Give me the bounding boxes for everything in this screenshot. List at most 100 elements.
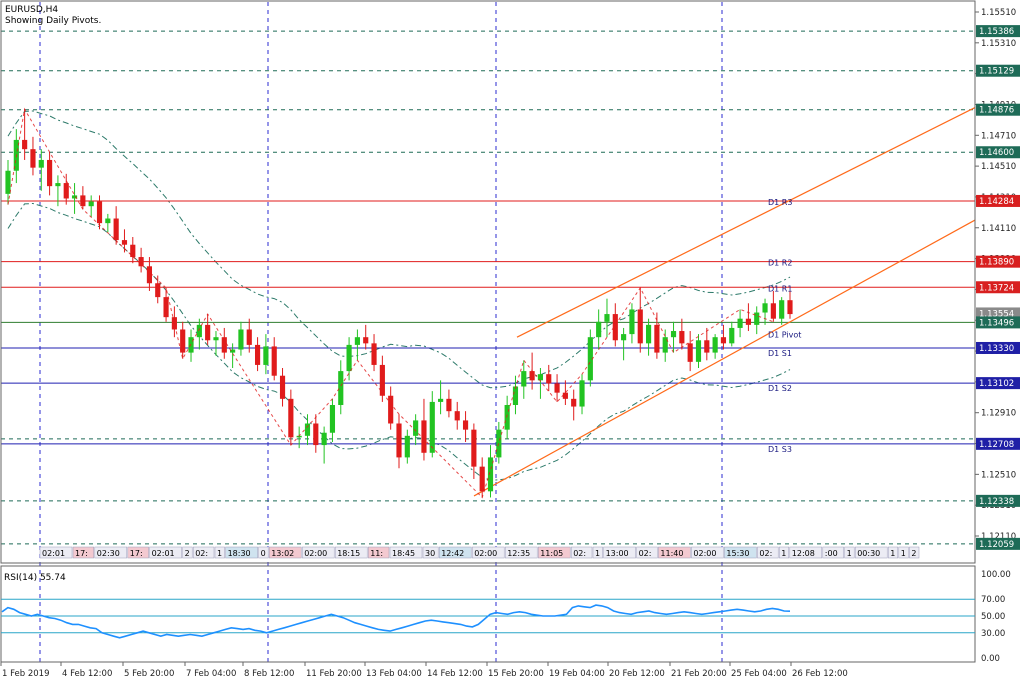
candle-body[interactable] [113, 218, 119, 241]
candle-body[interactable] [71, 195, 78, 199]
candle-body[interactable] [712, 337, 718, 353]
rsi-line[interactable] [1, 604, 791, 639]
candle-body[interactable] [537, 374, 544, 381]
candle-body[interactable] [205, 324, 211, 341]
candle-body[interactable] [479, 466, 485, 492]
candle-body[interactable] [604, 314, 610, 322]
rsi-indicator[interactable] [1, 598, 975, 639]
candle-body[interactable] [579, 380, 585, 407]
candle-body[interactable] [254, 344, 261, 365]
candle-body[interactable] [180, 329, 186, 353]
candle-body[interactable] [546, 374, 552, 384]
candle-body[interactable] [737, 318, 743, 328]
candle-body[interactable] [88, 201, 94, 207]
candlesticks[interactable] [5, 107, 793, 499]
candle-body[interactable] [271, 346, 277, 376]
candle-body[interactable] [645, 324, 652, 344]
rsi-tick-label: 0.00 [981, 654, 1000, 664]
candle-body[interactable] [238, 329, 244, 350]
candle-body[interactable] [213, 337, 219, 341]
candle-body[interactable] [288, 398, 294, 438]
candle-body[interactable] [695, 340, 702, 362]
candle-body[interactable] [471, 429, 477, 467]
candle-body[interactable] [679, 331, 685, 344]
candle-body[interactable] [754, 312, 760, 325]
candle-body[interactable] [487, 457, 494, 492]
candle-body[interactable] [454, 411, 460, 421]
candle-body[interactable] [279, 375, 286, 399]
candle-body[interactable] [146, 266, 153, 284]
candle-body[interactable] [396, 423, 402, 458]
candle-body[interactable] [504, 405, 510, 430]
candle-body[interactable] [379, 364, 385, 396]
candle-body[interactable] [130, 244, 136, 258]
candle-body[interactable] [138, 257, 144, 267]
candle-body[interactable] [687, 343, 693, 362]
candle-body[interactable] [429, 401, 435, 453]
candle-body[interactable] [105, 218, 111, 224]
candle-body[interactable] [171, 317, 177, 330]
candle-body[interactable] [155, 283, 161, 298]
candle-body[interactable] [562, 392, 568, 399]
candle-body[interactable] [96, 201, 103, 224]
candle-body[interactable] [63, 183, 69, 199]
candle-body[interactable] [554, 383, 560, 393]
candle-body[interactable] [596, 321, 602, 338]
candle-body[interactable] [654, 324, 660, 353]
candle-body[interactable] [246, 329, 252, 345]
candle-body[interactable] [521, 371, 527, 387]
candle-body[interactable] [121, 240, 128, 245]
candle-body[interactable] [670, 331, 677, 338]
candle-body[interactable] [662, 337, 668, 353]
candle-body[interactable] [571, 398, 577, 407]
candle-body[interactable] [329, 405, 336, 433]
candle-body[interactable] [587, 337, 593, 381]
candle-body[interactable] [621, 334, 627, 341]
candle-body[interactable] [762, 303, 768, 313]
candle-body[interactable] [413, 420, 419, 436]
candle-body[interactable] [404, 435, 410, 458]
candle-body[interactable] [745, 318, 751, 325]
candle-body[interactable] [304, 423, 311, 436]
candle-body[interactable] [512, 386, 519, 405]
candle-body[interactable] [462, 420, 469, 430]
candle-body[interactable] [720, 337, 727, 344]
candle-body[interactable] [196, 324, 202, 338]
candle-body[interactable] [346, 344, 352, 372]
candle-body[interactable] [30, 149, 36, 168]
candle-body[interactable] [263, 346, 269, 365]
candle-body[interactable] [612, 314, 618, 341]
candle-body[interactable] [770, 303, 776, 319]
candle-body[interactable] [529, 371, 535, 381]
candle-body[interactable] [729, 327, 735, 344]
candle-body[interactable] [22, 139, 28, 150]
candle-body[interactable] [354, 337, 360, 345]
candle-body[interactable] [47, 159, 53, 187]
candle-body[interactable] [438, 398, 444, 402]
candle-body[interactable] [38, 159, 44, 168]
candle-body[interactable] [338, 371, 344, 405]
candle-body[interactable] [388, 395, 394, 424]
candle-body[interactable] [230, 349, 236, 353]
candle-body[interactable] [371, 343, 377, 365]
candle-body[interactable] [363, 337, 369, 344]
candle-body[interactable] [637, 309, 643, 344]
time-tick-label: 13 Feb 04:00 [366, 669, 422, 679]
candle-body[interactable] [321, 432, 327, 446]
candle-body[interactable] [55, 183, 61, 187]
time-tick-label: 8 Feb 12:00 [244, 669, 294, 679]
time-axis: 1 Feb 2019 4 Feb 12:00 5 Feb 20:00 7 Feb 04… [0, 662, 848, 679]
candle-body[interactable] [163, 297, 169, 318]
candle-body[interactable] [787, 300, 793, 315]
candle-body[interactable] [421, 420, 427, 453]
candle-body[interactable] [779, 300, 785, 319]
candle-body[interactable] [446, 398, 452, 412]
candle-body[interactable] [629, 309, 635, 335]
candle-body[interactable] [313, 423, 319, 446]
candle-body[interactable] [704, 340, 710, 353]
candle-body[interactable] [80, 195, 86, 207]
timestamp-label: 0 [261, 549, 266, 558]
candle-body[interactable] [5, 170, 11, 194]
candle-body[interactable] [221, 337, 227, 353]
